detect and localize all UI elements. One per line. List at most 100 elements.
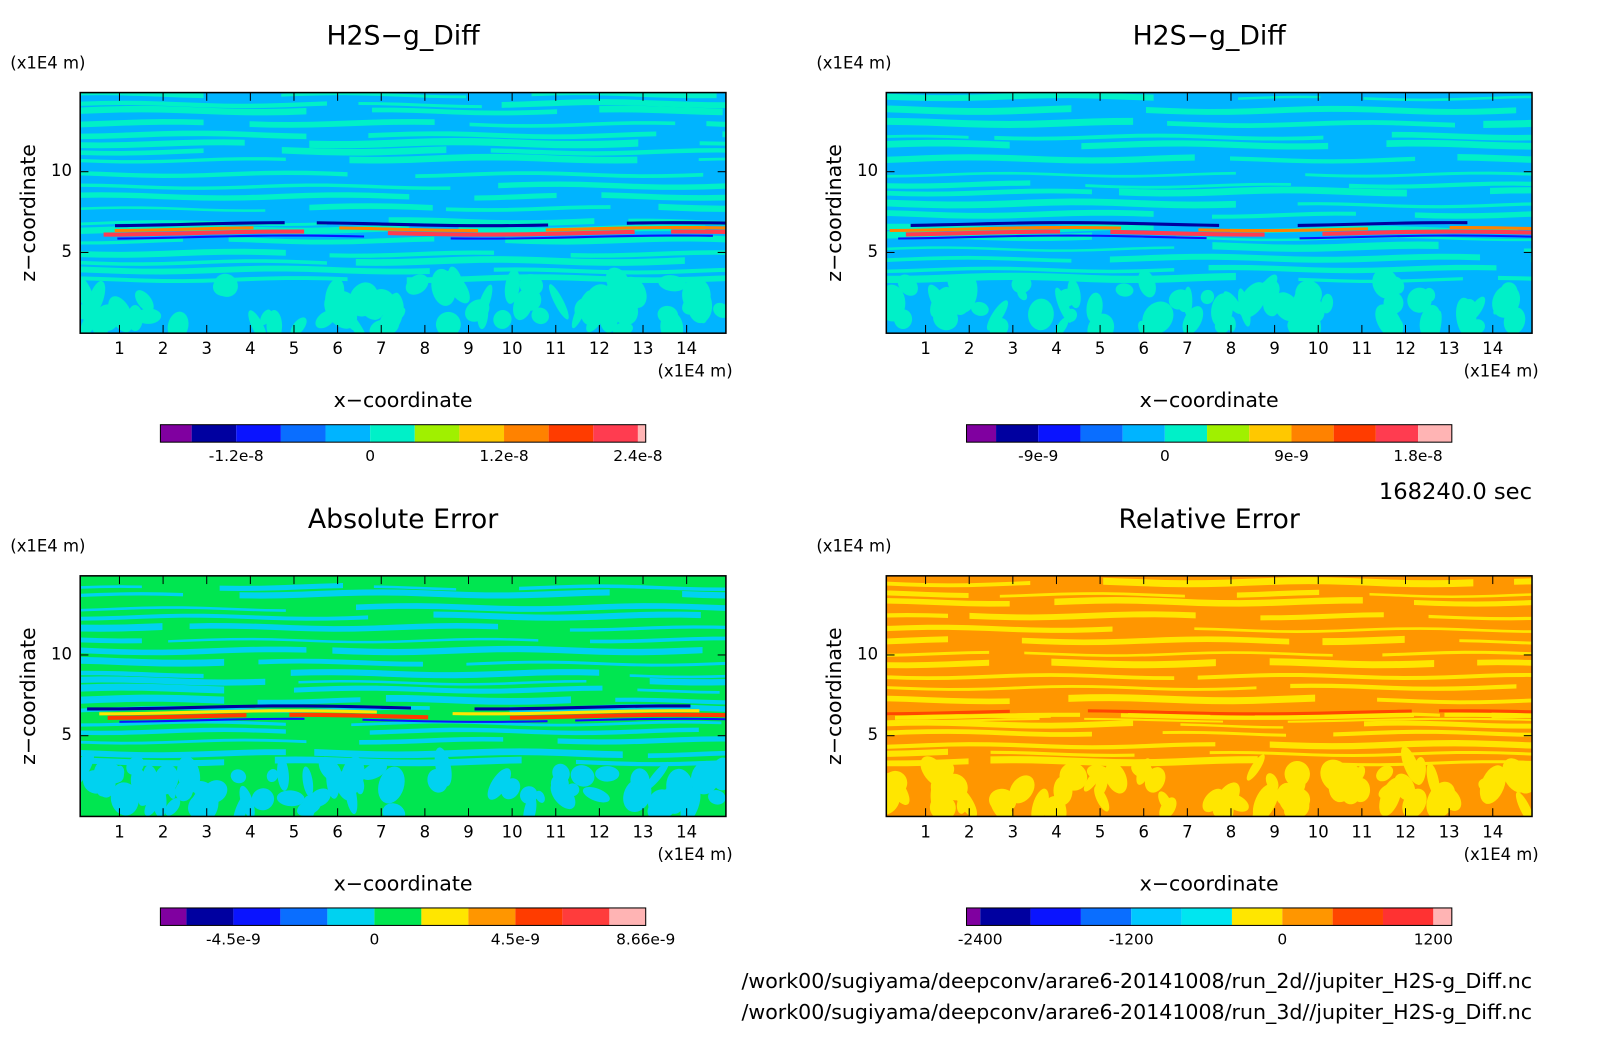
contour-band [994,133,1324,141]
colorbar-segment [1249,424,1292,443]
colorbar-tick-label: -2400 [958,930,1003,948]
contour-band [1269,658,1435,669]
contour-band [969,611,1196,621]
contour-band [80,670,204,679]
contour-band [886,154,1195,164]
contour-band [886,180,1031,189]
contour-blob [1426,762,1440,797]
x-tick-label: 9 [463,339,473,358]
contour-band [1269,740,1533,750]
contour-blob [135,290,154,312]
contour-band [889,225,1122,233]
x-tick-label: 4 [1051,822,1061,841]
contour-band [80,119,204,128]
colorbar-segment [374,907,422,926]
contour-band [886,105,1072,115]
contour-blob [680,786,701,817]
x-tick-label: 10 [502,339,523,358]
contour-band [910,221,1220,227]
contour-band [1333,729,1533,737]
contour-band [886,92,1154,102]
x-tick-label: 2 [964,822,974,841]
contour-band [1084,717,1224,723]
contour-blob [1011,275,1032,294]
contour-blob [487,768,512,800]
contour-blob [124,309,139,324]
contour-blob [318,756,342,783]
x-tick-label: 13 [633,339,654,358]
contour-band [886,209,1154,219]
y-tick-label: 10 [857,161,878,180]
x-tick-label: 2 [158,822,168,841]
contour-blob [202,780,228,804]
file-path: /work00/sugiyama/deepconv/arare6-2014100… [741,969,1532,993]
x-tick-label: 2 [964,339,974,358]
contour-band [316,221,549,228]
x-tick-label: 1 [920,339,930,358]
contour-blob [1168,289,1191,310]
contour-band [329,250,495,258]
contour-blob [687,287,713,324]
contour-band [80,183,451,190]
contour-band [886,188,1092,197]
contour-blob [477,299,489,330]
contour-band [599,105,723,116]
contour-blob [266,310,283,334]
contour-band [498,181,726,190]
contour-band [257,697,361,705]
x-tick-label: 6 [332,339,342,358]
x-axis-label: x−coordinate [1140,388,1279,412]
contour-blob [1407,287,1432,313]
contour-band [900,717,1040,723]
contour-band [886,171,1236,178]
contour-blob [611,294,639,326]
plot-frame [79,575,727,818]
contour-band [80,738,307,745]
x-axis-label: x−coordinate [334,388,473,412]
y-tick-label: 10 [51,161,72,180]
contour-blob [1413,756,1426,786]
x-tick-label: 13 [633,822,654,841]
contour-band [1439,709,1533,714]
contour-band [387,229,635,237]
contour-band [1386,139,1533,150]
contour-band [601,192,726,201]
contour-blob [658,275,687,292]
contour-band [647,750,726,759]
contour-band [309,137,639,149]
contour-blob [1286,765,1306,793]
contour-blob [325,278,345,312]
plot-frame [885,91,1533,334]
x-tick-label: 3 [1008,339,1018,358]
contour-band [80,585,142,589]
file-path: /work00/sugiyama/deepconv/arare6-2014100… [741,1000,1532,1024]
x-tick-label: 9 [1269,822,1279,841]
contour-band [80,676,266,686]
contour-band [649,677,726,686]
contour-blob [1252,786,1279,817]
colorbar-tick-label: -4.5e-9 [206,930,261,948]
contour-blob [886,284,906,322]
contour-band [629,674,726,679]
contour-field [886,575,1533,817]
x-tick-label: 4 [245,822,255,841]
contour-blob [513,288,534,321]
x-unit-label: (x1E4 m) [658,845,733,864]
contour-band [570,250,726,258]
colorbar-segment [966,907,981,926]
colorbar-tick-label: -1.2e-8 [209,447,264,465]
x-tick-label: 1 [114,822,124,841]
contour-band [886,246,1175,252]
x-axis-label: x−coordinate [1140,871,1279,895]
contour-band [1449,225,1533,231]
contour-band [531,92,717,99]
x-tick-label: 4 [1051,339,1061,358]
colorbar-segment [233,907,281,926]
plot-frame [885,575,1533,818]
colorbar-segment [1282,907,1333,926]
contour-band [466,660,726,667]
colorbar-segment [593,424,638,443]
contour-band [258,658,423,667]
colorbar-segment [996,424,1039,443]
